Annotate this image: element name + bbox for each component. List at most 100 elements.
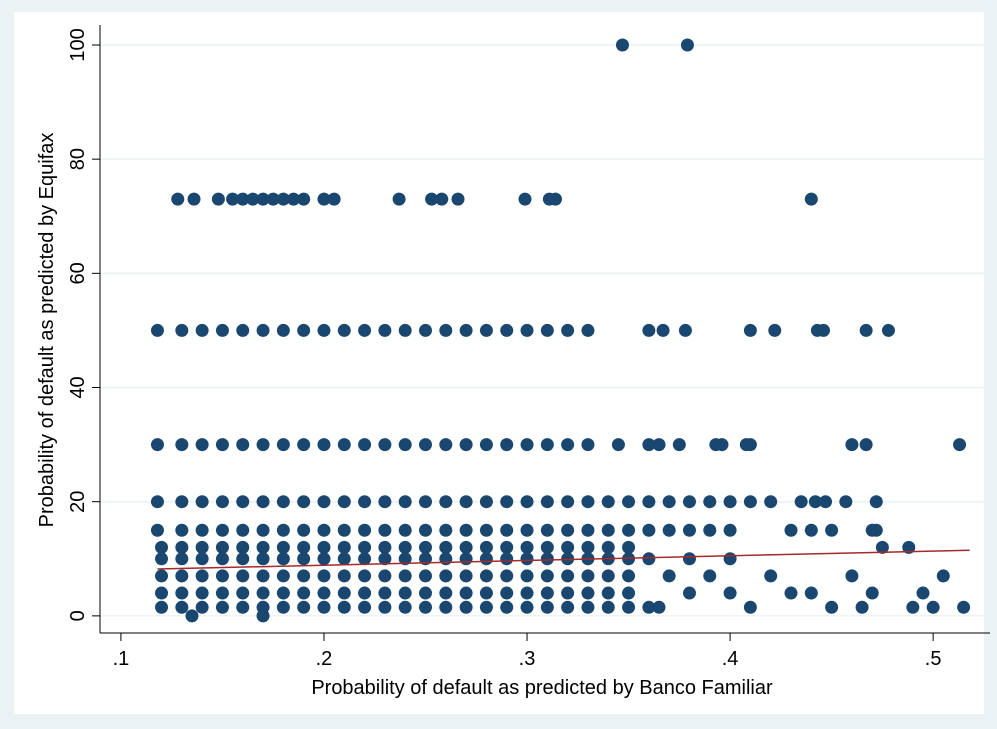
point: [276, 323, 290, 337]
point: [155, 569, 169, 583]
point: [540, 569, 554, 583]
point: [256, 569, 270, 583]
point: [398, 523, 412, 537]
point: [825, 600, 839, 614]
point: [479, 495, 493, 509]
point: [175, 495, 189, 509]
point: [425, 192, 439, 206]
point: [439, 600, 453, 614]
point: [171, 192, 185, 206]
point: [561, 323, 575, 337]
point: [622, 586, 636, 600]
point: [642, 495, 656, 509]
point: [957, 600, 971, 614]
point: [256, 323, 270, 337]
point: [916, 586, 930, 600]
point: [256, 609, 270, 623]
point: [784, 586, 798, 600]
point: [703, 569, 717, 583]
point: [869, 495, 883, 509]
point: [378, 323, 392, 337]
point: [479, 586, 493, 600]
point: [398, 552, 412, 566]
point: [276, 523, 290, 537]
point: [855, 600, 869, 614]
point: [398, 495, 412, 509]
point: [378, 586, 392, 600]
point: [358, 523, 372, 537]
point: [327, 192, 341, 206]
point: [479, 569, 493, 583]
point: [682, 495, 696, 509]
point: [500, 600, 514, 614]
point: [500, 586, 514, 600]
y-tick-label: 0: [67, 610, 89, 621]
point: [540, 586, 554, 600]
point: [276, 600, 290, 614]
point: [419, 569, 433, 583]
point: [378, 495, 392, 509]
point: [601, 600, 615, 614]
point: [622, 569, 636, 583]
point: [682, 523, 696, 537]
point: [459, 523, 473, 537]
point: [195, 495, 209, 509]
point: [276, 586, 290, 600]
point: [784, 523, 798, 537]
point: [215, 586, 229, 600]
point: [561, 540, 575, 554]
point: [297, 600, 311, 614]
point: [276, 552, 290, 566]
point: [337, 438, 351, 452]
point: [226, 192, 240, 206]
point: [256, 552, 270, 566]
point: [825, 523, 839, 537]
point: [622, 495, 636, 509]
point: [215, 495, 229, 509]
point: [439, 569, 453, 583]
point: [215, 523, 229, 537]
point: [439, 586, 453, 600]
point: [622, 600, 636, 614]
point: [439, 323, 453, 337]
point: [256, 586, 270, 600]
point: [419, 323, 433, 337]
point: [682, 552, 696, 566]
point: [185, 609, 199, 623]
point: [195, 569, 209, 583]
point: [518, 192, 532, 206]
x-tick-label: .3: [519, 648, 536, 670]
point: [804, 586, 818, 600]
point: [150, 495, 164, 509]
point: [520, 552, 534, 566]
point: [642, 600, 656, 614]
plot-region: [14, 12, 984, 714]
point: [195, 523, 209, 537]
point: [459, 495, 473, 509]
point: [520, 569, 534, 583]
point: [439, 523, 453, 537]
point: [642, 552, 656, 566]
point: [652, 438, 666, 452]
point: [419, 600, 433, 614]
point: [500, 523, 514, 537]
point: [703, 523, 717, 537]
point: [459, 569, 473, 583]
point: [816, 323, 830, 337]
point: [723, 552, 737, 566]
point: [581, 600, 595, 614]
point: [358, 600, 372, 614]
point: [520, 323, 534, 337]
point: [155, 586, 169, 600]
point: [869, 523, 883, 537]
point: [520, 540, 534, 554]
point: [439, 540, 453, 554]
point: [317, 586, 331, 600]
point: [398, 600, 412, 614]
x-tick-label: .4: [722, 648, 739, 670]
point: [317, 495, 331, 509]
point: [155, 540, 169, 554]
point: [548, 192, 562, 206]
point: [682, 586, 696, 600]
point: [266, 192, 280, 206]
